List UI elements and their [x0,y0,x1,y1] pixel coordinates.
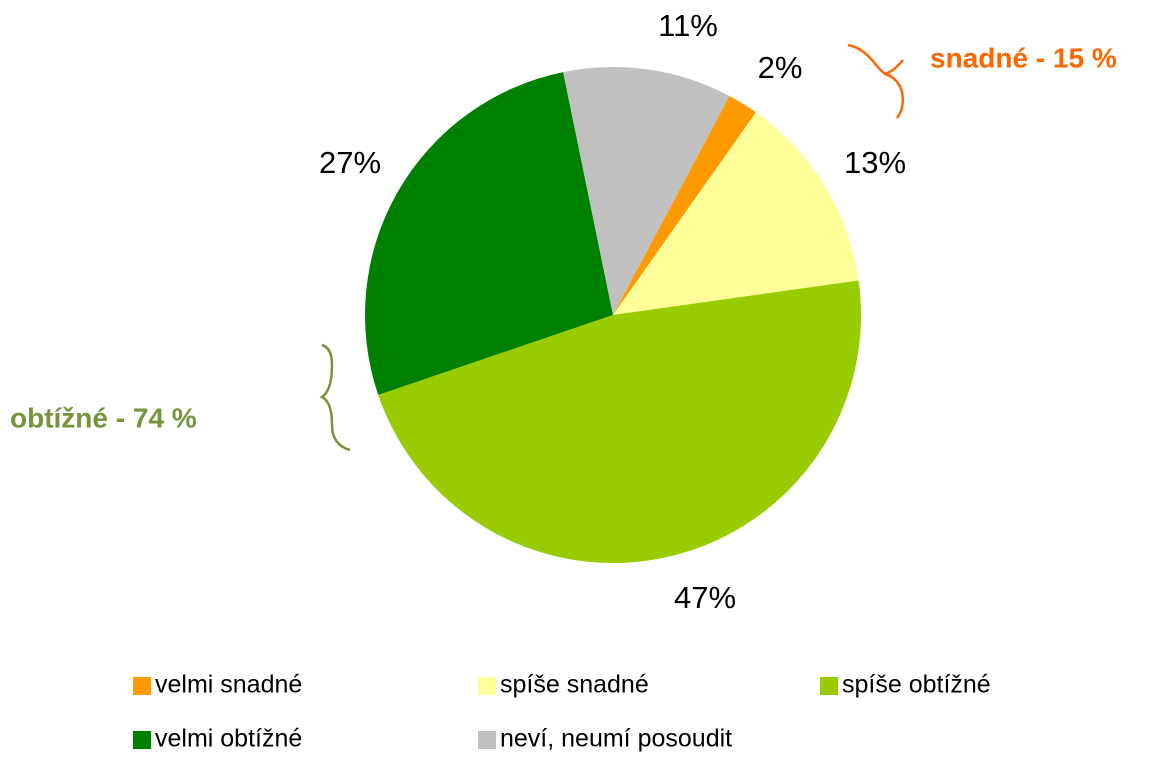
data-label: 2% [758,50,803,85]
data-label: 47% [674,580,736,615]
annotation: snadné - 15 % [930,42,1117,73]
legend-label: velmi obtížné [155,725,302,753]
legend-label: spíše obtížné [842,671,991,699]
data-label: 13% [844,145,906,180]
annotation: obtížné - 74 % [10,402,197,433]
legend-swatch [478,731,496,749]
legend-swatch [133,731,151,749]
pie-slice [364,72,613,395]
pie-slice [378,280,861,563]
pie-slice [563,66,730,315]
bracket-hard [319,343,351,452]
legend-label: neví, neumí posoudit [500,725,732,753]
data-label: 11% [658,8,718,43]
legend-swatch [133,677,151,695]
legend-label: velmi snadné [155,671,302,699]
bracket-easy [847,43,905,119]
pie-slice [613,96,756,316]
data-label: 27% [319,145,381,180]
legend-swatch [478,677,496,695]
pie-slice [613,112,859,315]
legend-swatch [820,677,838,695]
legend-label: spíše snadné [500,671,649,699]
